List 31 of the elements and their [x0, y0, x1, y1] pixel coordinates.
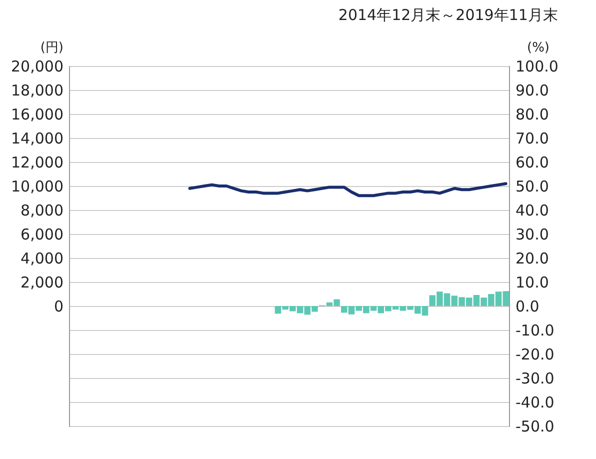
y2-tick-label: 40.0	[516, 202, 549, 220]
y2-axis-title: (%)	[527, 40, 550, 56]
y-tick-label: 8,000	[20, 202, 64, 220]
y-tick-label: 16,000	[11, 106, 64, 124]
y2-tick-label: 30.0	[516, 226, 549, 244]
y2-tick-label: 100.0	[516, 58, 558, 76]
y-tick-label: 6,000	[20, 226, 64, 244]
y-axis-title: (円)	[40, 40, 64, 56]
y2-tick-label: -20.0	[516, 346, 554, 364]
y2-tick-label: 90.0	[516, 82, 549, 100]
y2-tick-label: -40.0	[516, 394, 554, 412]
y2-tick-label: 0.0	[516, 298, 540, 316]
y-tick-label: 10,000	[11, 178, 64, 196]
y-tick-label: 20,000	[11, 58, 64, 76]
line-series	[188, 182, 508, 198]
y-tick-label: 4,000	[20, 250, 64, 268]
y2-tick-label: -30.0	[516, 370, 554, 388]
y2-tick-label: -10.0	[516, 322, 554, 340]
y-tick-label: 0	[54, 298, 64, 316]
chart-title: 2014年12月末～2019年11月末	[338, 6, 558, 24]
y2-tick-label: 60.0	[516, 154, 549, 172]
y2-tick-label: 10.0	[516, 274, 549, 292]
y-tick-label: 12,000	[11, 154, 64, 172]
y-tick-label: 18,000	[11, 82, 64, 100]
y-tick-label: 14,000	[11, 130, 64, 148]
y2-tick-label: 70.0	[516, 130, 549, 148]
y2-tick-label: 80.0	[516, 106, 549, 124]
y2-tick-label: -50.0	[516, 418, 554, 436]
y2-tick-label: 20.0	[516, 250, 549, 268]
y2-tick-label: 50.0	[516, 178, 549, 196]
y-tick-label: 2,000	[20, 274, 64, 292]
